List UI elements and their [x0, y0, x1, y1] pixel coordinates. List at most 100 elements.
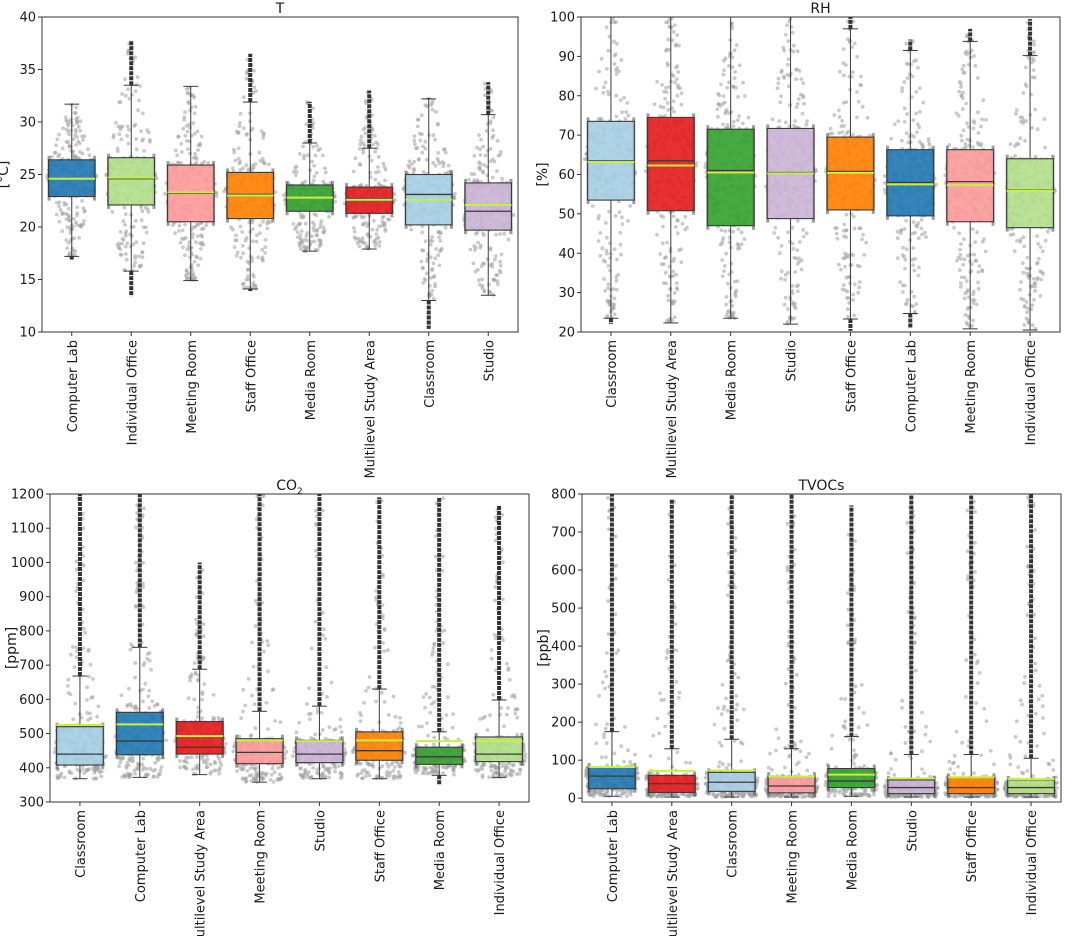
- swarm-point: [979, 124, 983, 129]
- swarm-point: [353, 156, 358, 161]
- swarm-point: [916, 236, 921, 241]
- swarm-point: [81, 767, 85, 771]
- swarm-point: [266, 162, 271, 167]
- swarm-point: [1008, 142, 1013, 147]
- swarm-point: [903, 266, 907, 271]
- swarm-point: [617, 210, 622, 215]
- swarm-point: [856, 290, 861, 295]
- swarm-point: [126, 87, 130, 92]
- swarm-point: [716, 91, 721, 96]
- swarm-point: [81, 526, 86, 531]
- swarm-point: [299, 215, 303, 220]
- swarm-point: [235, 250, 240, 255]
- swarm-point: [858, 226, 863, 231]
- swarm-point: [303, 238, 307, 242]
- swarm-point: [306, 153, 310, 158]
- swarm-point: [192, 131, 197, 136]
- swarm-point: [783, 277, 787, 282]
- swarm-point: [1024, 84, 1029, 89]
- swarm-point: [144, 767, 149, 771]
- swarm-point: [195, 129, 200, 134]
- swarm-point: [124, 257, 129, 262]
- swarm-point: [1022, 244, 1027, 249]
- swarm-point: [786, 39, 791, 43]
- swarm-point: [430, 289, 435, 293]
- swarm-point: [438, 230, 443, 235]
- swarm-point: [804, 122, 809, 127]
- swarm-point: [137, 98, 141, 103]
- swarm-point: [54, 200, 59, 205]
- swarm-point: [124, 229, 129, 234]
- swarm-point: [487, 282, 491, 287]
- swarm-point: [675, 93, 680, 98]
- swarm-point: [612, 302, 617, 307]
- swarm-point: [1014, 108, 1019, 113]
- swarm-point: [382, 165, 387, 169]
- swarm-point: [499, 252, 504, 257]
- swarm-point: [675, 231, 680, 236]
- box-media-room: [703, 17, 757, 320]
- swarm-point: [672, 109, 676, 114]
- swarm-point: [1014, 112, 1018, 116]
- swarm-point: [679, 91, 684, 96]
- swarm-point: [91, 677, 95, 681]
- swarm-point: [612, 296, 617, 301]
- swarm-point: [730, 21, 735, 26]
- x-tick-label-classroom: Classroom: [605, 340, 620, 408]
- swarm-point: [424, 271, 429, 276]
- swarm-point: [838, 69, 842, 74]
- swarm-point: [962, 237, 966, 242]
- swarm-point: [912, 294, 917, 299]
- swarm-point: [960, 107, 965, 111]
- swarm-point: [852, 226, 857, 231]
- swarm-point: [1033, 107, 1038, 112]
- swarm-point: [674, 286, 679, 290]
- swarm-point: [414, 146, 418, 151]
- y-tick-label: 40: [558, 247, 575, 262]
- swarm-point: [670, 301, 675, 306]
- box-staff-office: [222, 53, 278, 292]
- swarm-point: [918, 110, 922, 114]
- swarm-point: [314, 171, 319, 175]
- swarm-point: [614, 68, 618, 73]
- swarm-point: [786, 230, 790, 235]
- swarm-point: [319, 219, 324, 224]
- swarm-point: [666, 293, 670, 298]
- swarm-point: [115, 149, 120, 154]
- swarm-point: [430, 267, 435, 271]
- swarm-point: [66, 129, 71, 134]
- plot-marks: [582, 17, 1057, 331]
- swarm-point: [133, 260, 137, 265]
- swarm-point: [431, 98, 435, 103]
- swarm-point: [482, 162, 486, 167]
- swarm-point: [844, 131, 849, 136]
- swarm-point: [134, 137, 139, 141]
- swarm-point: [311, 144, 316, 149]
- swarm-point: [195, 255, 199, 260]
- swarm-point: [483, 93, 487, 97]
- swarm-point: [433, 163, 438, 168]
- swarm-point: [844, 212, 849, 217]
- swarm-point: [241, 244, 245, 248]
- swarm-point: [133, 218, 138, 223]
- swarm-point: [902, 254, 906, 259]
- swarm-point: [193, 240, 198, 245]
- swarm-point: [805, 119, 809, 123]
- swarm-point: [722, 100, 727, 105]
- swarm-point: [727, 272, 732, 277]
- swarm-point: [437, 235, 441, 240]
- swarm-point: [1033, 281, 1038, 286]
- swarm-point: [140, 111, 145, 116]
- swarm-point: [719, 228, 724, 233]
- swarm-point: [253, 284, 258, 289]
- y-axis-label: [°C]: [0, 161, 12, 189]
- swarm-point: [431, 296, 436, 301]
- swarm-point: [245, 274, 250, 279]
- y-tick-label: 100: [550, 11, 575, 26]
- swarm-point: [236, 156, 241, 161]
- swarm-point: [310, 234, 314, 239]
- swarm-point: [265, 226, 270, 231]
- swarm-point: [721, 122, 725, 127]
- swarm-point: [312, 212, 317, 217]
- swarm-point: [310, 159, 314, 164]
